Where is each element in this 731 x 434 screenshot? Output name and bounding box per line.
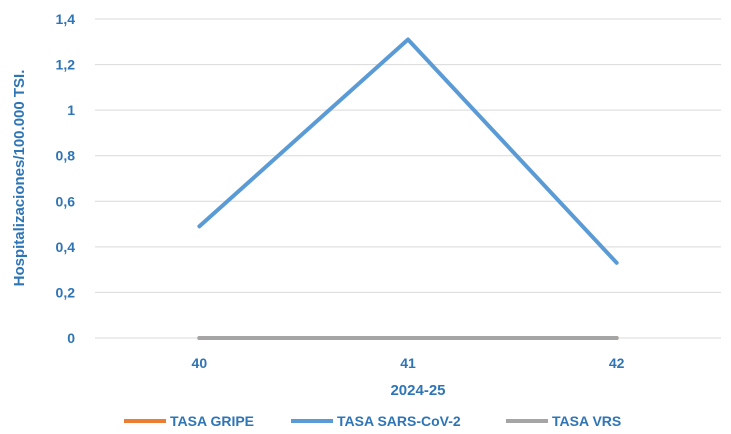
grid-lines: [95, 18, 721, 339]
legend-label: TASA SARS-CoV-2: [337, 413, 461, 429]
y-tick-label: 0,2: [56, 284, 76, 300]
legend-item: TASA GRIPE: [124, 413, 254, 429]
y-axis-title: Hospitalizaciones/100.000 TSI.: [11, 70, 28, 287]
y-tick-label: 1,4: [56, 11, 76, 27]
y-tick-label: 1,2: [56, 57, 76, 73]
y-tick-label: 0: [67, 330, 75, 346]
y-tick-label: 0,6: [56, 193, 76, 209]
x-tick-label: 41: [400, 355, 416, 371]
x-tick-label: 40: [192, 355, 208, 371]
series-line-2: [197, 37, 619, 265]
y-tick-label: 0,8: [56, 148, 76, 164]
x-tick-label: 42: [609, 355, 625, 371]
y-tick-label: 1: [67, 102, 75, 118]
legend-item: TASA VRS: [506, 413, 621, 429]
x-axis-ticks: 40 41 42: [192, 355, 625, 371]
legend-item: TASA SARS-CoV-2: [291, 413, 461, 429]
legend-label: TASA VRS: [552, 413, 621, 429]
legend: TASA GRIPE TASA SARS-CoV-2 TASA VRS: [124, 413, 621, 429]
series-lines: [197, 37, 619, 340]
x-axis-title: 2024-25: [390, 382, 445, 399]
legend-label: TASA GRIPE: [170, 413, 254, 429]
y-tick-label: 0,4: [56, 239, 76, 255]
y-axis-ticks: 0 0,2 0,4 0,6 0,8 1 1,2 1,4: [56, 11, 76, 346]
